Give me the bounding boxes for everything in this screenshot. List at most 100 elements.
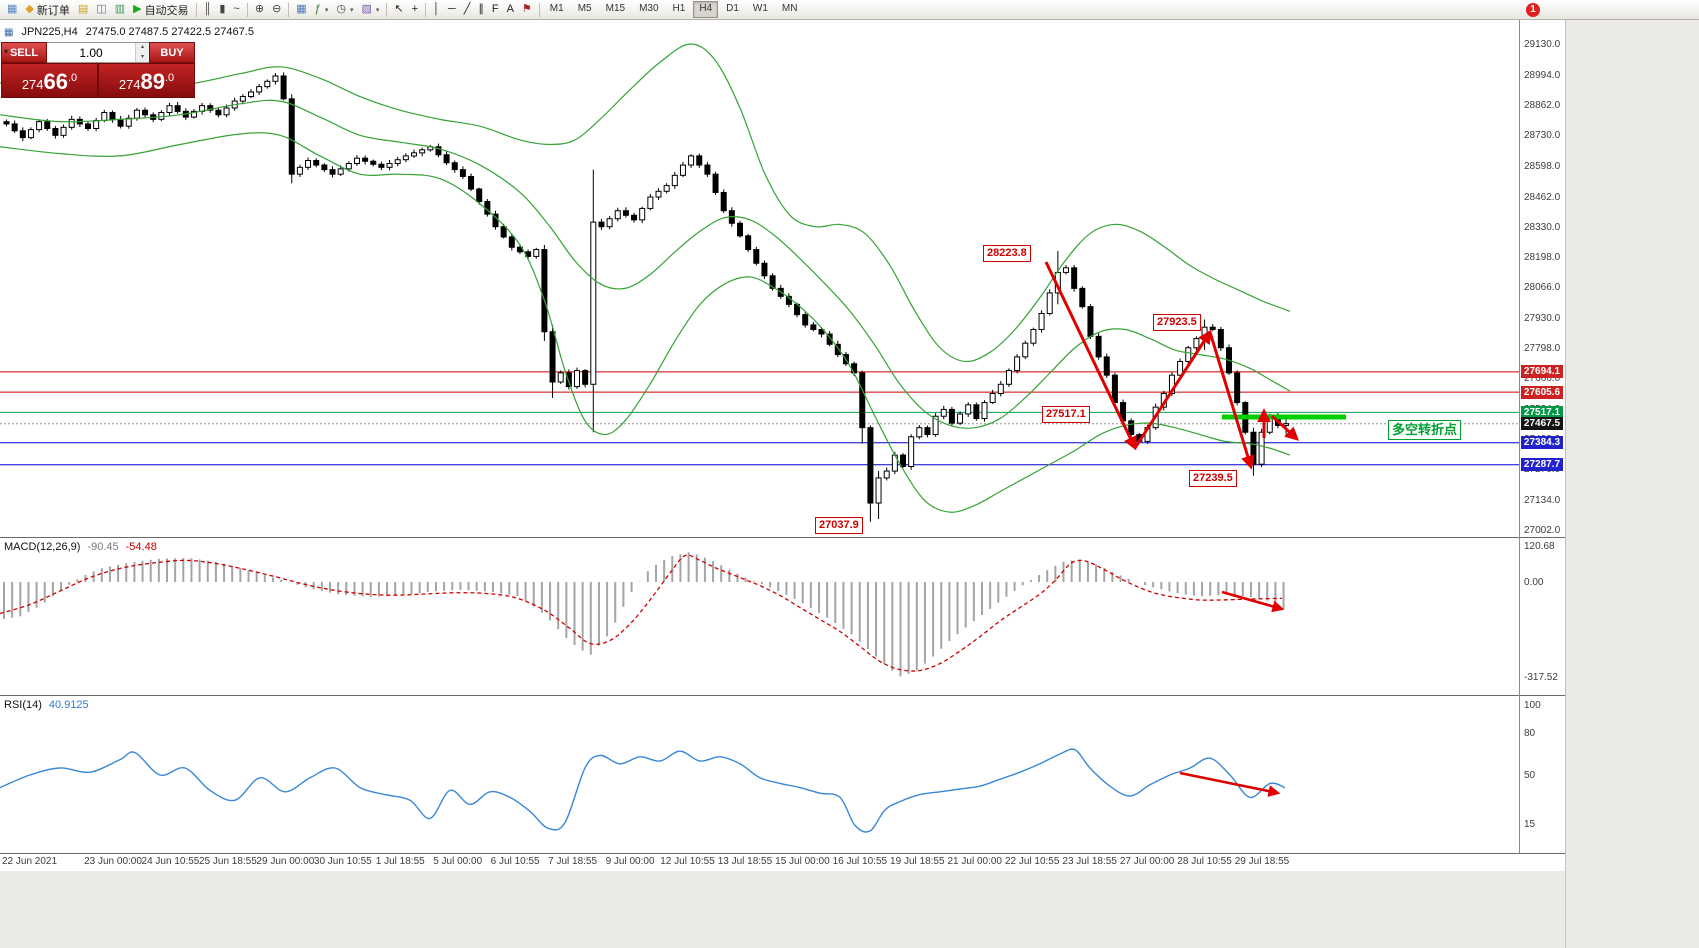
crosshair-icon[interactable]: + xyxy=(408,0,422,19)
time-label: 15 Jul 00:00 xyxy=(775,856,830,867)
tile-windows-icon[interactable]: ▦ xyxy=(292,0,310,19)
tile-windows-icon: ▦ xyxy=(296,3,307,15)
new-order-button-label: 新订单 xyxy=(36,4,70,17)
price-tick: 28730.0 xyxy=(1524,130,1561,142)
periods-button[interactable]: ◷ ▾ xyxy=(332,0,357,19)
timeframe-h1[interactable]: H1 xyxy=(672,3,686,14)
market-watch-icon[interactable]: ▤ xyxy=(74,0,92,19)
time-label: 28 Jul 10:55 xyxy=(1177,856,1232,867)
timeframe-m5[interactable]: M5 xyxy=(577,3,592,14)
chevron-down-icon: ▾ xyxy=(375,6,380,14)
new-order-icon: ◆ xyxy=(25,3,34,15)
ohlc-values: 27475.0 27487.5 27422.5 27467.5 xyxy=(85,26,254,38)
indicators-button: ƒ xyxy=(314,3,321,15)
macd-panel xyxy=(0,552,1285,677)
candlestick-icon: ▮ xyxy=(219,3,226,15)
price-tick: 27134.0 xyxy=(1524,494,1561,506)
horizontal-lines[interactable] xyxy=(0,371,1520,466)
price-tick: 28598.0 xyxy=(1524,160,1561,172)
trendline-icon[interactable]: ╱ xyxy=(460,0,475,19)
sell-button[interactable]: SELL xyxy=(1,42,47,63)
time-label: 30 Jun 10:55 xyxy=(313,856,372,867)
navigator-icon: ◫ xyxy=(96,3,107,15)
time-label: 29 Jun 00:00 xyxy=(256,856,315,867)
autotrading-button[interactable]: ▶ 自动交易 xyxy=(129,0,192,19)
chart-window-icon[interactable]: ▦ xyxy=(3,0,21,19)
one-click-collapse-icon[interactable]: ▾ xyxy=(4,47,9,56)
templates-button: ▧ xyxy=(361,3,372,15)
crosshair-icon: + xyxy=(411,3,419,15)
main-chart-canvas[interactable] xyxy=(0,20,1565,853)
price-line-label: 27287.7 xyxy=(1521,458,1563,472)
toolbar-separator xyxy=(386,2,388,17)
fibonacci-icon[interactable]: F xyxy=(488,0,503,19)
text-icon[interactable]: A xyxy=(503,0,518,19)
line-chart-icon[interactable]: ~ xyxy=(229,0,243,19)
channel-icon[interactable]: ∥ xyxy=(474,0,488,19)
price-line-label: 27694.1 xyxy=(1521,365,1563,379)
toolbar-separator xyxy=(425,2,427,17)
toolbar-separator xyxy=(288,2,290,17)
candlestick-icon[interactable]: ▮ xyxy=(215,0,229,19)
note-annotation[interactable]: 多空转折点 xyxy=(1388,420,1462,440)
volume-down-button[interactable]: ▾ xyxy=(136,52,149,62)
navigator-icon[interactable]: ◫ xyxy=(92,0,110,19)
volume-up-button[interactable]: ▴ xyxy=(136,43,149,53)
terminal-icon[interactable]: ▥ xyxy=(111,0,129,19)
price-annotation[interactable]: 27923.5 xyxy=(1153,314,1201,331)
cursor-icon[interactable]: ↖ xyxy=(390,0,407,19)
price-line-label: 27517.1 xyxy=(1521,405,1563,419)
timeframe-m1[interactable]: M1 xyxy=(549,3,564,14)
price-scale[interactable]: 29130.0 28994.0 28862.0 28730.0 28598.0 28462… xyxy=(1520,20,1565,853)
timeframe-d1[interactable]: D1 xyxy=(726,3,739,14)
zoom-out-icon[interactable]: ⊖ xyxy=(268,0,285,19)
buy-price[interactable]: 274 89.0 xyxy=(98,63,195,98)
bar-chart-icon[interactable]: ║ xyxy=(200,0,216,19)
macd-main-value: -90.45 xyxy=(87,541,119,553)
time-label: 13 Jul 18:55 xyxy=(717,856,773,867)
vertical-line-icon: │ xyxy=(433,3,440,15)
timeframe-m30[interactable]: M30 xyxy=(639,3,659,14)
templates-button[interactable]: ▧ ▾ xyxy=(357,0,383,19)
arrow-label-icon[interactable]: ⚑ xyxy=(518,0,536,19)
new-order-button[interactable]: ◆ 新订单 xyxy=(21,0,73,19)
price-tick: 27002.0 xyxy=(1524,525,1561,536)
price-tick: 27798.0 xyxy=(1524,343,1561,355)
arrow-label-icon: ⚑ xyxy=(521,3,532,15)
timeframe-m15[interactable]: M15 xyxy=(605,3,626,14)
line-chart-icon: ~ xyxy=(233,3,240,15)
text-icon: A xyxy=(506,3,514,15)
price-annotation[interactable]: 27517.1 xyxy=(1042,406,1090,423)
zoom-in-icon[interactable]: ⊕ xyxy=(251,0,268,19)
candles xyxy=(3,72,1290,522)
timeframe-mn[interactable]: MN xyxy=(781,3,798,14)
toolbar-separator xyxy=(195,2,197,17)
volume-input[interactable] xyxy=(47,43,135,62)
timeframe-h4[interactable]: H4 xyxy=(693,1,719,18)
price-line-label: 27605.6 xyxy=(1521,385,1563,399)
fibonacci-icon: F xyxy=(491,3,499,15)
terminal-icon: ▥ xyxy=(114,3,126,15)
price-annotation[interactable]: 28223.8 xyxy=(983,245,1031,262)
timeframe-w1[interactable]: W1 xyxy=(752,3,768,14)
rsi-value: 40.9125 xyxy=(48,699,89,711)
indicators-button[interactable]: ƒ ▾ xyxy=(311,0,333,19)
bollinger-bands xyxy=(0,43,1291,513)
price-annotation[interactable]: 27037.9 xyxy=(815,517,863,534)
notification-badge[interactable]: 1 xyxy=(1526,3,1540,17)
volume-field: ▴ ▾ xyxy=(47,42,149,63)
workspace-background xyxy=(1565,20,1699,948)
rsi-panel xyxy=(0,748,1286,833)
vertical-line-icon[interactable]: │ xyxy=(429,0,444,19)
sell-price[interactable]: 274 66.0 xyxy=(1,63,98,98)
macd-tick: 120.68 xyxy=(1524,540,1555,552)
time-label: 1 Jul 18:55 xyxy=(375,856,425,867)
chevron-down-icon: ▾ xyxy=(349,6,354,14)
chart-title: ▦ JPN225,H4 27475.0 27487.5 27422.5 2746… xyxy=(4,26,254,38)
price-annotation[interactable]: 27239.5 xyxy=(1189,470,1237,487)
buy-button[interactable]: BUY xyxy=(149,42,195,63)
horizontal-line-icon[interactable]: ─ xyxy=(444,0,460,19)
zoom-out-icon: ⊖ xyxy=(272,3,282,15)
macd-label: MACD(12,26,9) -90.45 -54.48 xyxy=(4,541,157,553)
time-axis[interactable]: 22 Jun 2021 23 Jun 00:00 24 Jun 10:55 25 Ju… xyxy=(0,853,1565,871)
